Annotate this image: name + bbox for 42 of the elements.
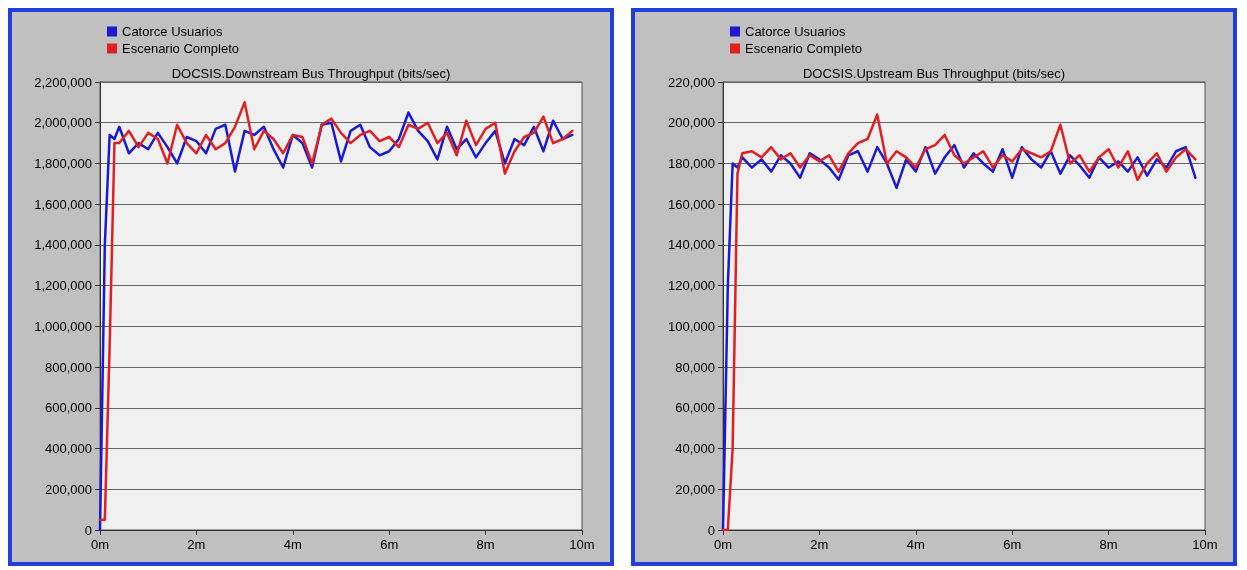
y-tick-label: 400,000 <box>45 441 92 457</box>
y-tick-label: 1,800,000 <box>34 155 92 171</box>
y-tick-label: 1,200,000 <box>34 278 92 294</box>
legend-label: Catorce Usuarios <box>122 24 223 39</box>
y-tick-label: 0 <box>84 522 92 538</box>
y-tick-label: 2,000,000 <box>34 115 92 131</box>
x-tick-label: 0m <box>90 537 110 552</box>
chart-title: DOCSIS.Downstream Bus Throughput (bits/sec) <box>171 66 451 81</box>
y-tick-label: 220,000 <box>668 74 715 90</box>
y-tick-label: 20,000 <box>675 481 715 497</box>
y-tick-label: 80,000 <box>675 359 715 375</box>
y-tick-label: 140,000 <box>668 237 715 253</box>
y-tick-label: 40,000 <box>675 441 715 457</box>
y-tick-label: 100,000 <box>668 318 715 334</box>
y-tick-label: 60,000 <box>675 400 715 416</box>
legend-label: Escenario Completo <box>122 41 240 56</box>
y-tick-label: 800,000 <box>45 359 92 375</box>
x-tick-label: 4m <box>906 537 925 552</box>
y-tick-label: 0 <box>707 522 715 538</box>
y-tick-label: 160,000 <box>668 196 715 212</box>
x-tick-label: 4m <box>283 537 302 552</box>
y-tick-label: 1,000,000 <box>34 318 92 334</box>
y-tick-label: 600,000 <box>45 400 92 416</box>
x-tick-label: 6m <box>1003 537 1022 552</box>
x-tick-label: 10m <box>569 537 595 552</box>
y-tick-label: 200,000 <box>45 481 92 497</box>
x-tick-label: 10m <box>1192 537 1218 552</box>
x-tick-label: 8m <box>1099 537 1118 552</box>
chart-title: DOCSIS.Upstream Bus Throughput (bits/sec) <box>802 66 1066 81</box>
legend-label: Escenario Completo <box>745 41 863 56</box>
y-tick-label: 200,000 <box>668 115 715 131</box>
legend-label: Catorce Usuarios <box>745 24 846 39</box>
y-tick-label: 2,200,000 <box>34 74 92 90</box>
x-tick-label: 8m <box>476 537 495 552</box>
x-tick-label: 6m <box>380 537 399 552</box>
y-tick-label: 1,600,000 <box>34 196 92 212</box>
x-tick-label: 0m <box>713 537 733 552</box>
y-tick-label: 120,000 <box>668 278 715 294</box>
x-tick-label: 2m <box>810 537 829 552</box>
x-tick-label: 2m <box>187 537 206 552</box>
y-tick-label: 180,000 <box>668 155 715 171</box>
y-tick-label: 1,400,000 <box>34 237 92 253</box>
